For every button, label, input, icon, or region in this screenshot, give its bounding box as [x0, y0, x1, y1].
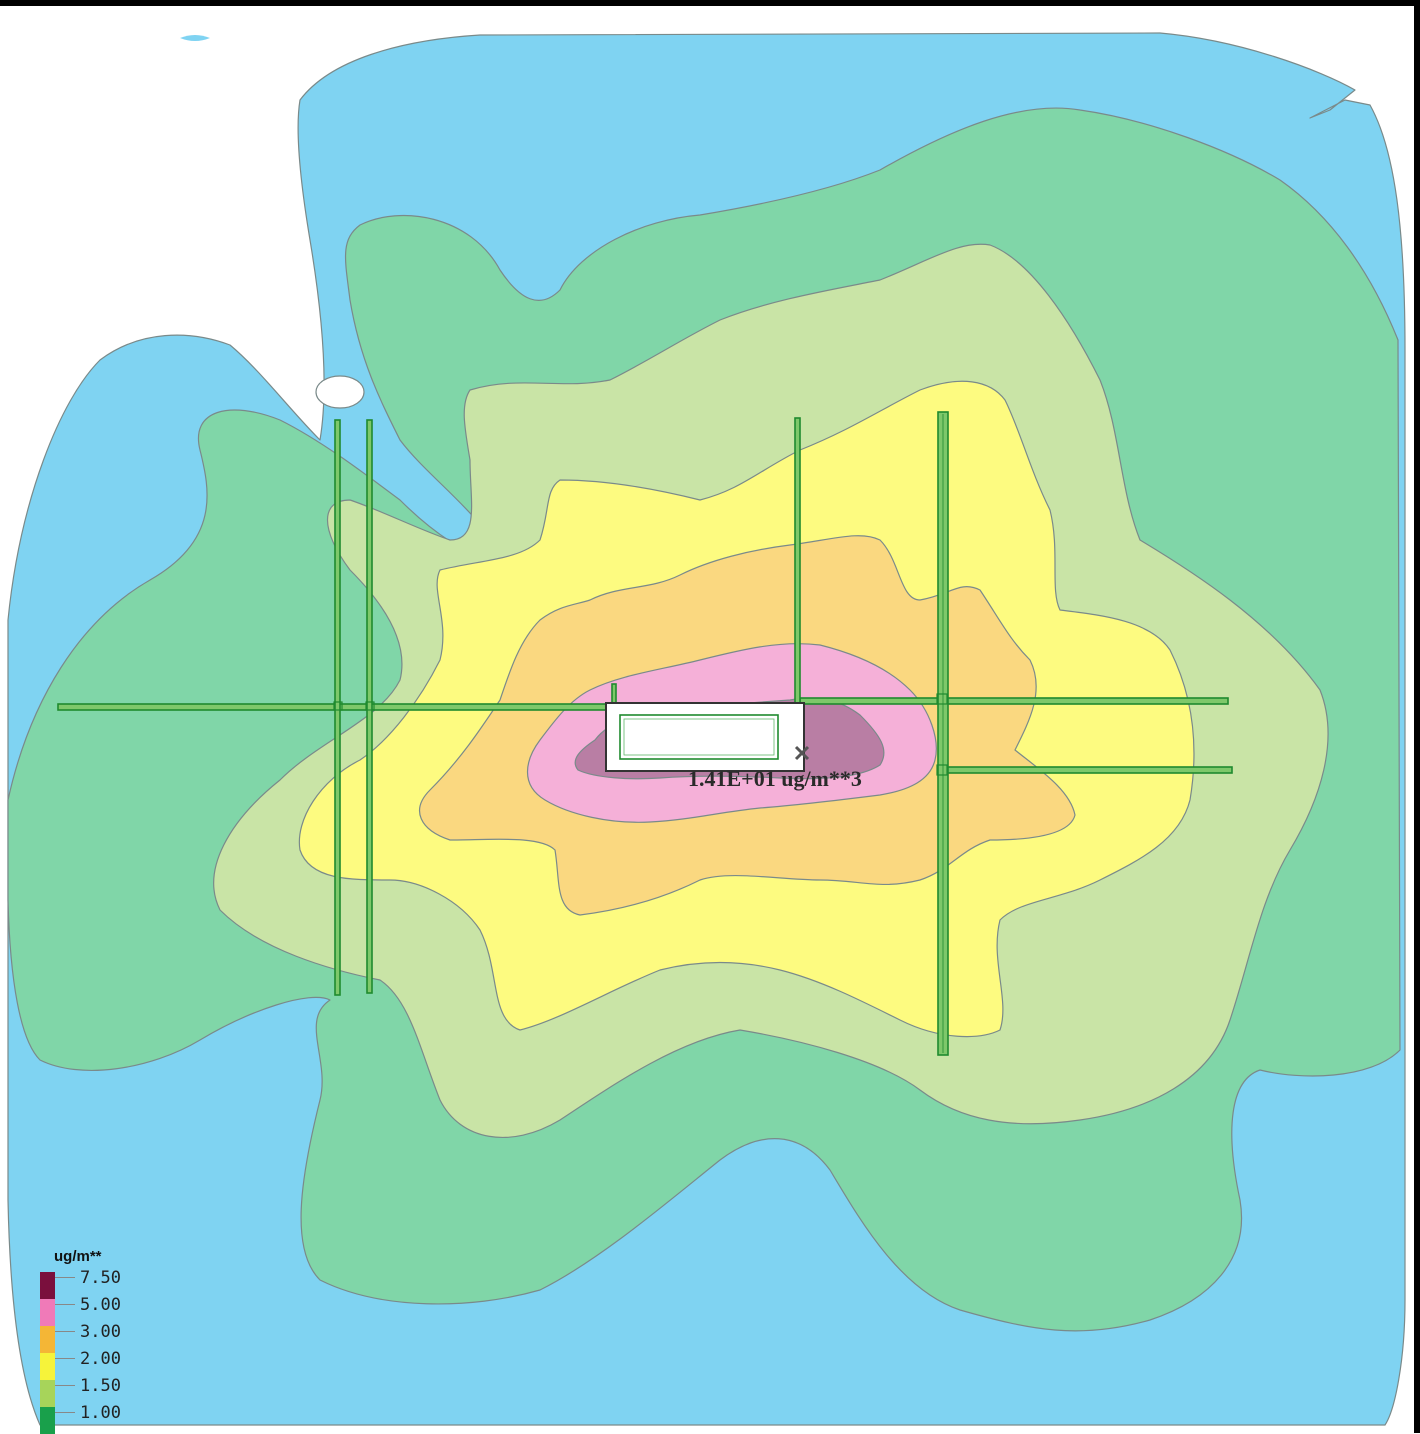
legend-swatch — [40, 1326, 55, 1353]
road-west-vertical-1 — [334, 419, 341, 996]
legend-swatch — [40, 1272, 55, 1299]
right-border — [1414, 0, 1420, 1433]
road-east-lower — [939, 766, 1233, 774]
legend-row-1-50: 1.50 — [38, 1376, 158, 1407]
legend-swatch — [40, 1353, 55, 1380]
legend-value: 2.00 — [80, 1349, 121, 1369]
legend-value: 3.00 — [80, 1322, 121, 1342]
legend-title: ug/m** — [54, 1248, 102, 1265]
legend-value: 7.50 — [80, 1268, 121, 1288]
legend-value: 5.00 — [80, 1295, 121, 1315]
legend-row-5-00: 5.00 — [38, 1295, 158, 1326]
legend-row-2-00: 2.00 — [38, 1349, 158, 1380]
legend-row-3-00: 3.00 — [38, 1322, 158, 1353]
top-border — [0, 0, 1420, 6]
legend-row-7-50: 7.50 — [38, 1268, 158, 1299]
legend-swatch — [40, 1407, 55, 1434]
road-west-vertical-2 — [366, 419, 373, 994]
max-location-marker-icon — [794, 745, 810, 761]
legend-value: 1.00 — [80, 1403, 121, 1423]
peak-concentration-label: 1.41E+01 ug/m**3 — [688, 766, 862, 791]
road-east-upper — [799, 697, 1229, 705]
legend-value: 1.50 — [80, 1376, 121, 1396]
legend-swatch — [40, 1380, 55, 1407]
legend-swatch — [40, 1299, 55, 1326]
legend: ug/m** 7.50 5.00 3.00 2.00 1.50 1.00 — [38, 1244, 158, 1434]
legend-row-1-00: 1.00 — [38, 1403, 158, 1434]
road-center-vertical — [794, 417, 801, 709]
source-building — [605, 702, 805, 772]
